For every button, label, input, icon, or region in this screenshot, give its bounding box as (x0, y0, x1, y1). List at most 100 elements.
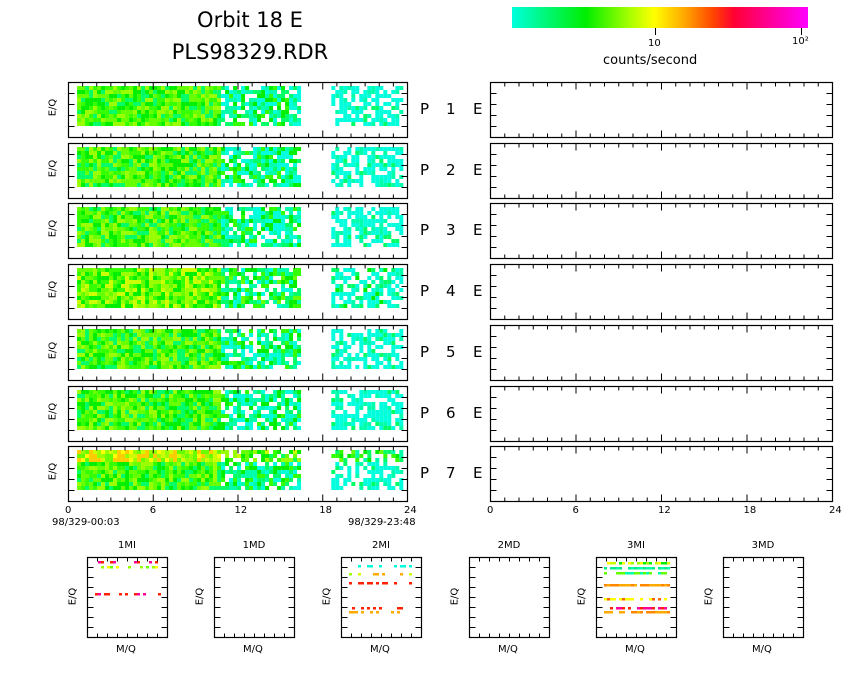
heatmap-cell (161, 406, 166, 410)
heatmap-cell (93, 390, 98, 394)
heatmap-cell (201, 280, 206, 284)
heatmap-cell (89, 86, 94, 90)
heatmap-cell (201, 462, 206, 466)
heatmap-cell (189, 151, 194, 155)
heatmap-cell (93, 462, 98, 466)
heatmap-cell (77, 106, 82, 110)
heatmap-cell (201, 422, 206, 426)
heatmap-cell (197, 337, 202, 341)
heatmap-cell (209, 243, 214, 247)
heatmap-cell (201, 171, 206, 175)
heatmap-cell (113, 292, 118, 296)
heatmap-cell (335, 418, 340, 422)
heatmap-cell (375, 337, 380, 341)
heatmap-cell (395, 422, 400, 426)
heatmap-cell (173, 333, 178, 337)
heatmap-cell (169, 211, 174, 215)
heatmap-cell (367, 223, 372, 227)
heatmap-cell (339, 98, 344, 102)
heatmap-cell (387, 410, 392, 414)
heatmap-cell (383, 118, 388, 122)
heatmap-cell (121, 231, 126, 235)
heatmap-cell (391, 410, 396, 414)
heatmap-cell (77, 219, 82, 223)
heatmap-cell (77, 349, 82, 353)
heatmap-cell (285, 398, 290, 402)
heatmap-cell (343, 243, 348, 247)
heatmap-cell (109, 345, 114, 349)
heatmap-cell (241, 296, 246, 300)
heatmap-cell (209, 215, 214, 219)
heatmap-cell (367, 333, 372, 337)
heatmap-cell (85, 211, 90, 215)
heatmap-cell (97, 243, 102, 247)
heatmap-cell (249, 341, 254, 345)
heatmap-cell (229, 167, 234, 171)
heatmap-cell (85, 159, 90, 163)
heatmap-cell (355, 418, 360, 422)
heatmap-cell (97, 227, 102, 231)
heatmap-cell (81, 353, 86, 357)
heatmap-cell (351, 94, 356, 98)
heatmap-cell (77, 215, 82, 219)
heatmap-cell (89, 90, 94, 94)
heatmap-cell (297, 268, 302, 272)
heatmap-cell (165, 361, 170, 365)
heatmap-cell (177, 175, 182, 179)
heatmap-cell (387, 207, 392, 211)
heatmap-cell (153, 268, 158, 272)
heatmap-cell (217, 296, 222, 300)
heatmap-cell (89, 300, 94, 304)
heatmap-cell (351, 304, 356, 308)
heatmap-cell (89, 390, 94, 394)
heatmap-cell (129, 86, 134, 90)
heatmap-cell (213, 474, 218, 478)
heatmap-cell (245, 365, 250, 369)
heatmap-cell (253, 300, 258, 304)
heatmap-cell (105, 329, 110, 333)
heatmap-cell (177, 155, 182, 159)
heatmap-cell (297, 349, 302, 353)
heatmap-cell (249, 106, 254, 110)
heatmap-cell (363, 414, 368, 418)
heatmap-cell (257, 337, 262, 341)
heatmap-cell (277, 390, 282, 394)
heatmap-cell (197, 90, 202, 94)
heatmap-cell (129, 462, 134, 466)
heatmap-cell (383, 183, 388, 187)
heatmap-cell (193, 94, 198, 98)
heatmap-cell (177, 223, 182, 227)
heatmap-cell (133, 175, 138, 179)
heatmap-cell (209, 462, 214, 466)
heatmap-cell (205, 478, 210, 482)
heatmap-cell (129, 239, 134, 243)
heatmap-cell (85, 106, 90, 110)
heatmap-cell (113, 329, 118, 333)
heatmap-cell (335, 329, 340, 333)
heatmap-cell (145, 414, 150, 418)
heatmap-cell (157, 106, 162, 110)
heatmap-cell (209, 418, 214, 422)
heatmap-cell (133, 90, 138, 94)
heatmap-cell (205, 345, 210, 349)
heatmap-cell (101, 345, 106, 349)
heatmap-cell (177, 167, 182, 171)
heatmap-cell (145, 86, 150, 90)
heatmap-cell (113, 175, 118, 179)
heatmap-cell (97, 219, 102, 223)
heatmap-cell (193, 223, 198, 227)
heatmap-cell (125, 86, 130, 90)
heatmap-cell (273, 410, 278, 414)
heatmap-cell (81, 422, 86, 426)
heatmap-cell (391, 114, 396, 118)
heatmap-cell (261, 284, 266, 288)
heatmap-cell (173, 86, 178, 90)
heatmap-cell (105, 219, 110, 223)
heatmap-cell (225, 304, 230, 308)
heatmap-cell (149, 98, 154, 102)
heatmap-cell (347, 118, 352, 122)
heatmap-cell (375, 239, 380, 243)
heatmap-cell (181, 292, 186, 296)
heatmap-cell (193, 122, 198, 126)
heatmap-cell (85, 390, 90, 394)
